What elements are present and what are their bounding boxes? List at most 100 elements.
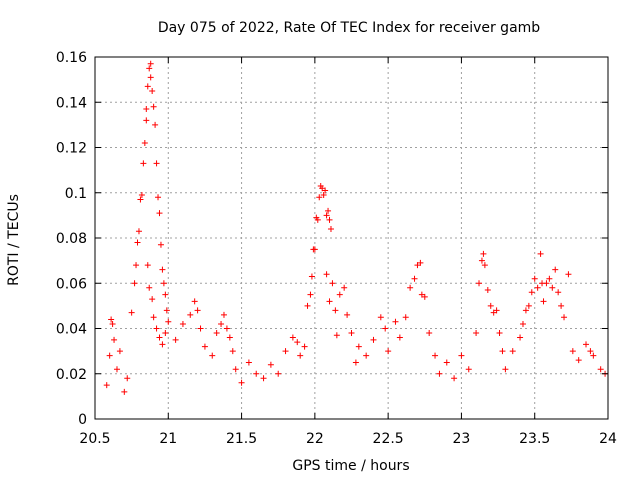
- data-point: [575, 357, 582, 364]
- y-tick-label: 0.06: [56, 276, 87, 292]
- data-point: [528, 289, 535, 296]
- data-point: [558, 302, 565, 309]
- data-point: [396, 334, 403, 341]
- data-point: [543, 280, 550, 287]
- data-point: [377, 314, 384, 321]
- data-point: [282, 348, 289, 355]
- y-tick-label: 0: [78, 412, 87, 428]
- data-point: [326, 216, 333, 223]
- data-point: [156, 334, 163, 341]
- data-point: [546, 275, 553, 282]
- data-point: [323, 271, 330, 278]
- data-point: [322, 187, 329, 194]
- data-point: [316, 194, 323, 201]
- data-point: [140, 160, 147, 167]
- data-point: [587, 348, 594, 355]
- data-point: [238, 379, 245, 386]
- data-point: [417, 259, 424, 266]
- data-point: [232, 366, 239, 373]
- data-point: [473, 330, 480, 337]
- data-point: [159, 266, 166, 273]
- data-point: [465, 366, 472, 373]
- data-point: [289, 334, 296, 341]
- data-point: [480, 250, 487, 257]
- data-point: [525, 302, 532, 309]
- x-tick-label: 21.5: [226, 431, 257, 447]
- data-point: [519, 320, 526, 327]
- data-point: [103, 382, 110, 389]
- data-point: [327, 225, 334, 232]
- data-point: [109, 320, 116, 327]
- data-point: [552, 266, 559, 273]
- data-point: [223, 325, 230, 332]
- data-point: [152, 121, 159, 128]
- data-point: [172, 336, 179, 343]
- data-point: [308, 273, 315, 280]
- data-point: [113, 366, 120, 373]
- data-point: [229, 348, 236, 355]
- data-point: [191, 298, 198, 305]
- x-tick-label: 22: [306, 431, 324, 447]
- data-point: [121, 388, 128, 395]
- data-point: [561, 314, 568, 321]
- data-point: [141, 139, 148, 146]
- data-point: [320, 192, 327, 199]
- data-point: [355, 343, 362, 350]
- data-point: [124, 375, 131, 382]
- data-point: [411, 275, 418, 282]
- data-point: [149, 296, 156, 303]
- data-point: [332, 307, 339, 314]
- x-tick-label: 21: [159, 431, 177, 447]
- data-point: [499, 348, 506, 355]
- x-tick-label: 20.5: [79, 431, 110, 447]
- data-point: [143, 106, 150, 113]
- data-point: [540, 298, 547, 305]
- y-tick-label: 0.02: [56, 367, 87, 383]
- data-point: [138, 192, 145, 199]
- data-point: [111, 336, 118, 343]
- data-point: [143, 117, 150, 124]
- data-point: [146, 284, 153, 291]
- data-point: [275, 370, 282, 377]
- data-point: [569, 348, 576, 355]
- axis-ticks: [94, 56, 609, 420]
- data-point: [436, 370, 443, 377]
- y-axis-tick-labels: 0 0.02 0.04 0.06 0.08 0.1 0.12 0.14 0.16: [56, 50, 87, 428]
- data-point: [565, 271, 572, 278]
- data-point: [484, 287, 491, 294]
- data-point: [517, 334, 524, 341]
- data-point: [267, 361, 274, 368]
- data-point: [481, 262, 488, 269]
- data-point: [522, 307, 529, 314]
- y-tick-label: 0.1: [65, 186, 87, 202]
- data-point: [153, 160, 160, 167]
- data-point: [135, 228, 142, 235]
- data-point: [144, 262, 151, 269]
- data-point: [144, 83, 151, 90]
- data-point: [147, 60, 154, 67]
- data-point: [326, 298, 333, 305]
- data-point: [162, 291, 169, 298]
- data-point: [476, 280, 483, 287]
- data-point: [443, 359, 450, 366]
- data-point: [147, 74, 154, 81]
- data-point: [478, 257, 485, 264]
- data-point: [493, 307, 500, 314]
- data-point: [108, 316, 115, 323]
- y-tick-label: 0.14: [56, 95, 87, 111]
- data-point: [534, 284, 541, 291]
- data-point: [301, 343, 308, 350]
- data-point: [165, 318, 172, 325]
- data-point: [220, 311, 227, 318]
- data-point: [370, 336, 377, 343]
- data-point: [160, 280, 167, 287]
- data-point: [487, 302, 494, 309]
- data-point: [253, 370, 260, 377]
- data-point: [162, 330, 169, 337]
- data-point: [583, 341, 590, 348]
- data-points: [103, 60, 609, 395]
- data-point: [458, 352, 465, 359]
- data-point: [150, 314, 157, 321]
- data-point: [156, 210, 163, 217]
- data-point: [325, 207, 332, 214]
